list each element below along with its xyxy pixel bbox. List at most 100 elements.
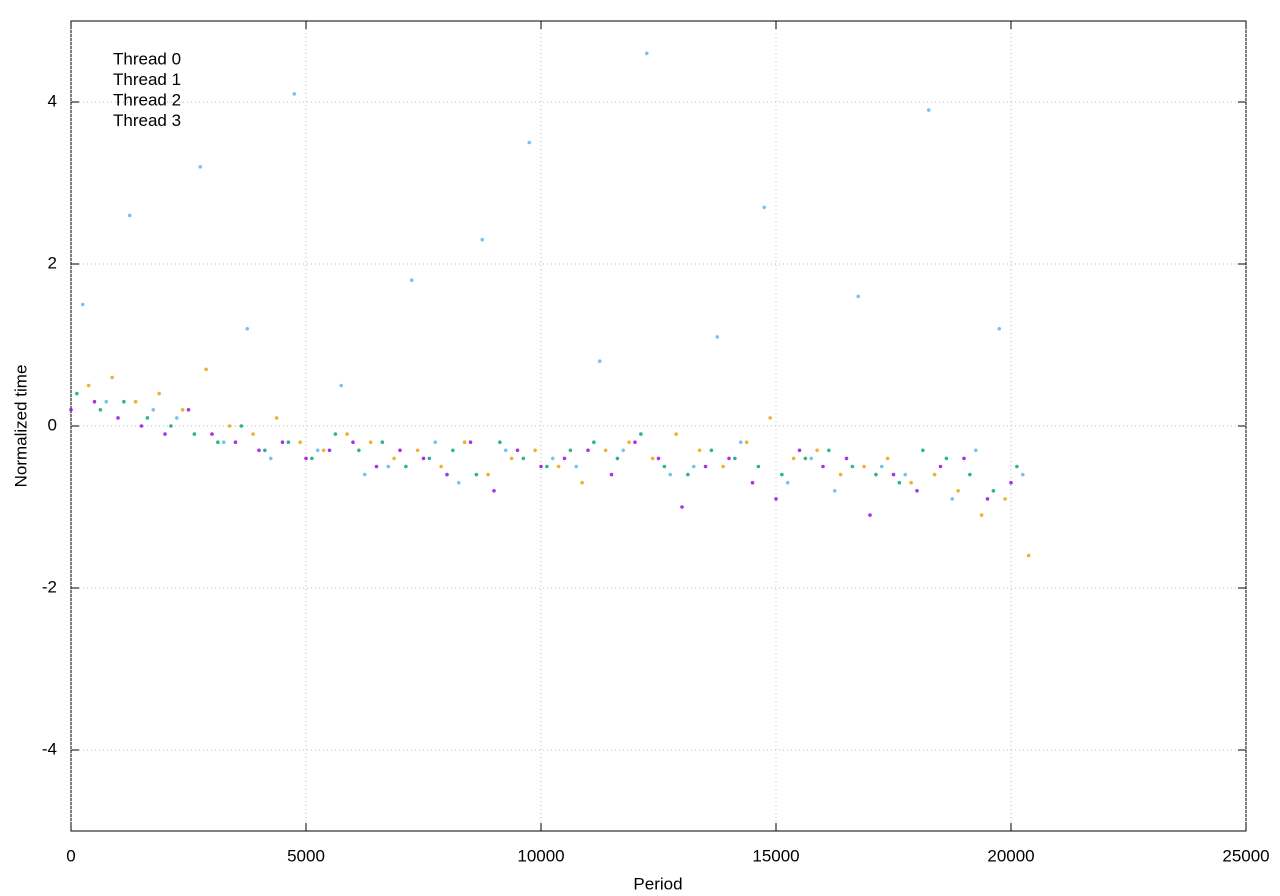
x-tick-label: 5000 [287,846,325,865]
data-point [774,497,778,501]
data-point [979,513,984,517]
data-point [451,448,455,453]
data-point [545,464,549,469]
data-point [697,448,702,453]
data-point [392,456,396,461]
data-point [351,440,355,445]
data-point [803,456,808,461]
data-point [357,448,361,453]
data-point [445,472,449,477]
data-point [486,472,490,477]
data-point [885,456,890,461]
data-point [962,456,966,461]
data-point [515,448,520,453]
data-point [233,440,238,445]
data-point [903,472,908,477]
data-point [133,399,138,404]
data-point [797,448,802,453]
data-point [274,416,279,420]
data-point [333,432,338,436]
data-point [926,108,931,112]
x-tick-label: 15000 [752,846,799,865]
data-point [674,432,678,436]
data-point [574,464,579,469]
data-point [398,448,402,453]
data-point [151,408,156,412]
data-point [221,440,226,445]
data-point [503,448,508,453]
data-point [92,399,97,404]
data-point [192,432,197,436]
data-point [268,456,273,461]
data-point [721,464,725,469]
y-tick-label: -2 [42,577,57,596]
data-point [909,480,913,485]
data-point [421,456,426,461]
data-point [944,456,949,461]
data-point [539,464,543,469]
data-point [838,472,843,477]
data-point [116,416,120,420]
data-point [210,432,214,436]
data-point [251,432,255,436]
data-point [686,472,690,477]
data-point [791,456,796,461]
data-point [409,278,414,283]
data-point [644,51,649,56]
data-point [180,408,185,412]
data-point [263,448,267,453]
data-point [368,440,373,445]
data-point [216,440,220,445]
data-point [709,448,714,453]
data-point [245,327,250,331]
data-point [127,213,132,218]
data-point [163,432,167,436]
data-point [568,448,573,453]
data-point [868,513,872,517]
data-point [991,489,996,493]
data-point [439,464,443,469]
data-point [492,489,496,493]
data-point [950,497,955,501]
data-point [639,432,643,436]
data-point [780,472,784,477]
data-point [456,480,461,485]
data-point [480,237,485,242]
data-point [785,480,790,485]
x-tick-label: 25000 [1222,846,1269,865]
data-point [592,440,596,445]
data-point [386,464,391,469]
data-point [662,464,667,469]
data-point [186,408,191,412]
data-point [650,456,655,461]
data-point [310,456,314,461]
data-point [844,456,849,461]
data-point [733,456,737,461]
data-point [756,464,761,469]
legend-entry: Thread 0 [113,49,181,68]
data-point [204,367,208,372]
data-point [280,440,285,445]
data-point [862,464,866,469]
data-point [550,456,555,461]
y-tick-label: 2 [48,253,57,272]
data-point [462,440,467,445]
data-point [609,472,614,477]
data-point [921,448,925,453]
data-point [750,480,755,485]
data-point [298,440,302,445]
data-point [633,440,637,445]
data-point [691,464,696,469]
data-point [768,416,772,420]
data-point [498,440,502,445]
data-point [145,416,150,420]
data-point [956,489,960,493]
data-point [304,456,308,461]
data-point [850,464,855,469]
data-point [380,440,385,445]
data-point [809,456,814,461]
data-point [239,424,244,428]
data-point [932,472,937,477]
data-point [339,383,344,388]
data-point [122,399,126,404]
